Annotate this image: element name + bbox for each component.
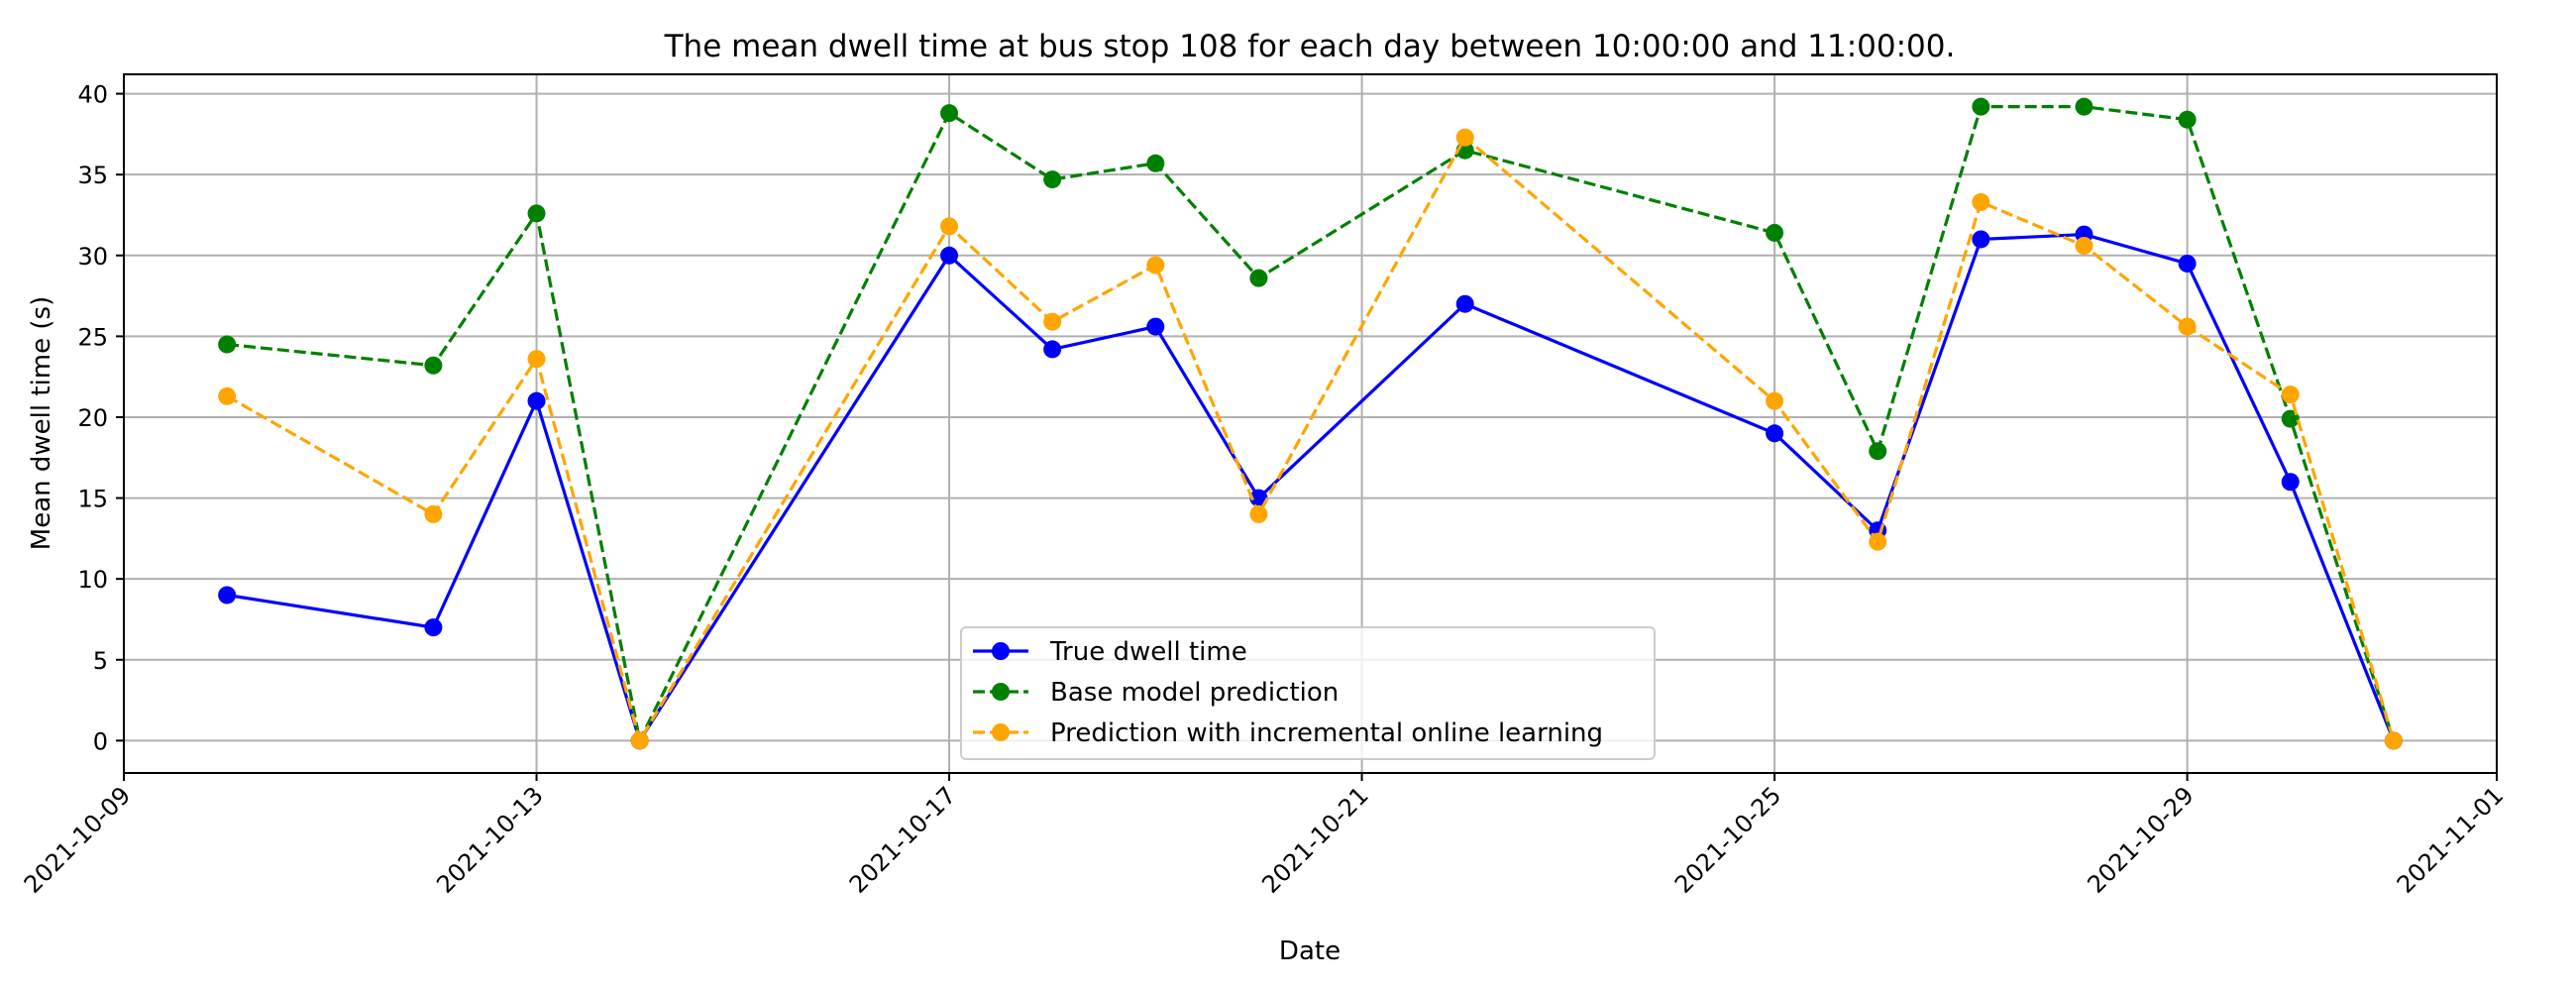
data-point bbox=[1972, 192, 1990, 211]
data-point bbox=[2178, 317, 2197, 336]
legend-entry: Prediction with incremental online learn… bbox=[1050, 718, 1603, 748]
data-point bbox=[218, 335, 237, 354]
legend-marker bbox=[992, 642, 1010, 660]
data-point bbox=[424, 356, 443, 375]
legend-marker bbox=[992, 723, 1010, 741]
data-point bbox=[424, 504, 443, 523]
y-tick-label: 15 bbox=[77, 486, 108, 513]
data-point bbox=[1972, 97, 1990, 116]
data-point bbox=[1146, 317, 1165, 336]
series-line-2 bbox=[226, 105, 2396, 742]
y-tick-label: 10 bbox=[77, 566, 108, 594]
data-point bbox=[1249, 489, 1268, 507]
data-point bbox=[630, 731, 649, 750]
data-point bbox=[940, 246, 959, 265]
data-point bbox=[1146, 154, 1165, 172]
data-point bbox=[424, 618, 443, 637]
y-tick-label: 25 bbox=[77, 323, 108, 351]
data-point bbox=[2384, 731, 2403, 750]
data-point bbox=[2178, 254, 2197, 273]
data-point bbox=[2281, 473, 2300, 492]
data-point bbox=[527, 204, 546, 223]
y-tick-label: 5 bbox=[93, 647, 108, 675]
data-point bbox=[1043, 312, 1062, 331]
x-tick-label: 2021-10-13 bbox=[431, 781, 548, 898]
data-point bbox=[2178, 110, 2197, 129]
data-point bbox=[1249, 269, 1268, 287]
data-point bbox=[1249, 504, 1268, 523]
plot-frame bbox=[123, 73, 2498, 774]
data-point bbox=[940, 104, 959, 123]
data-point bbox=[1455, 294, 1474, 313]
legend-marker bbox=[992, 683, 1010, 701]
y-axis-label: Mean dwell time (s) bbox=[27, 296, 56, 550]
series-line-1 bbox=[226, 232, 2396, 742]
legend-entry: Base model prediction bbox=[1050, 678, 1339, 708]
data-point bbox=[940, 217, 959, 236]
data-point bbox=[2075, 236, 2093, 255]
y-tick-label: 30 bbox=[77, 243, 108, 271]
data-point bbox=[2281, 385, 2300, 404]
data-point bbox=[527, 391, 546, 410]
data-point bbox=[1972, 230, 1990, 249]
data-point bbox=[218, 586, 237, 605]
legend-box bbox=[960, 626, 1656, 760]
legend-entry: True dwell time bbox=[1049, 637, 1247, 667]
data-point bbox=[1043, 340, 1062, 359]
data-point bbox=[1766, 223, 1784, 242]
series-layer bbox=[218, 97, 2403, 750]
x-axis-label: Date bbox=[1279, 936, 1341, 966]
x-tick-label: 2021-10-29 bbox=[2082, 781, 2199, 898]
y-tick-label: 20 bbox=[77, 404, 108, 432]
x-tick-label: 2021-10-21 bbox=[1256, 781, 1373, 898]
x-tick-label: 2021-10-17 bbox=[844, 781, 961, 898]
data-point bbox=[1766, 424, 1784, 443]
data-point bbox=[1766, 391, 1784, 410]
data-point bbox=[1146, 256, 1165, 275]
x-tick-label: 2021-10-09 bbox=[19, 781, 136, 898]
chart-title: The mean dwell time at bus stop 108 for … bbox=[664, 29, 1956, 64]
data-point bbox=[1043, 170, 1062, 189]
y-tick-label: 40 bbox=[77, 81, 108, 109]
data-point bbox=[1869, 442, 1887, 461]
x-tick-label: 2021-11-01 bbox=[2392, 781, 2509, 898]
legend: True dwell time Base model prediction Pred… bbox=[960, 626, 1656, 760]
data-point bbox=[1455, 128, 1474, 147]
data-point bbox=[1869, 532, 1887, 551]
y-tick-label: 35 bbox=[77, 162, 108, 189]
data-point bbox=[527, 350, 546, 369]
data-point bbox=[218, 386, 237, 405]
series-line-3 bbox=[226, 136, 2396, 742]
x-tick-label: 2021-10-25 bbox=[1669, 781, 1786, 898]
y-tick-label: 0 bbox=[93, 727, 108, 755]
data-point bbox=[2075, 97, 2093, 116]
